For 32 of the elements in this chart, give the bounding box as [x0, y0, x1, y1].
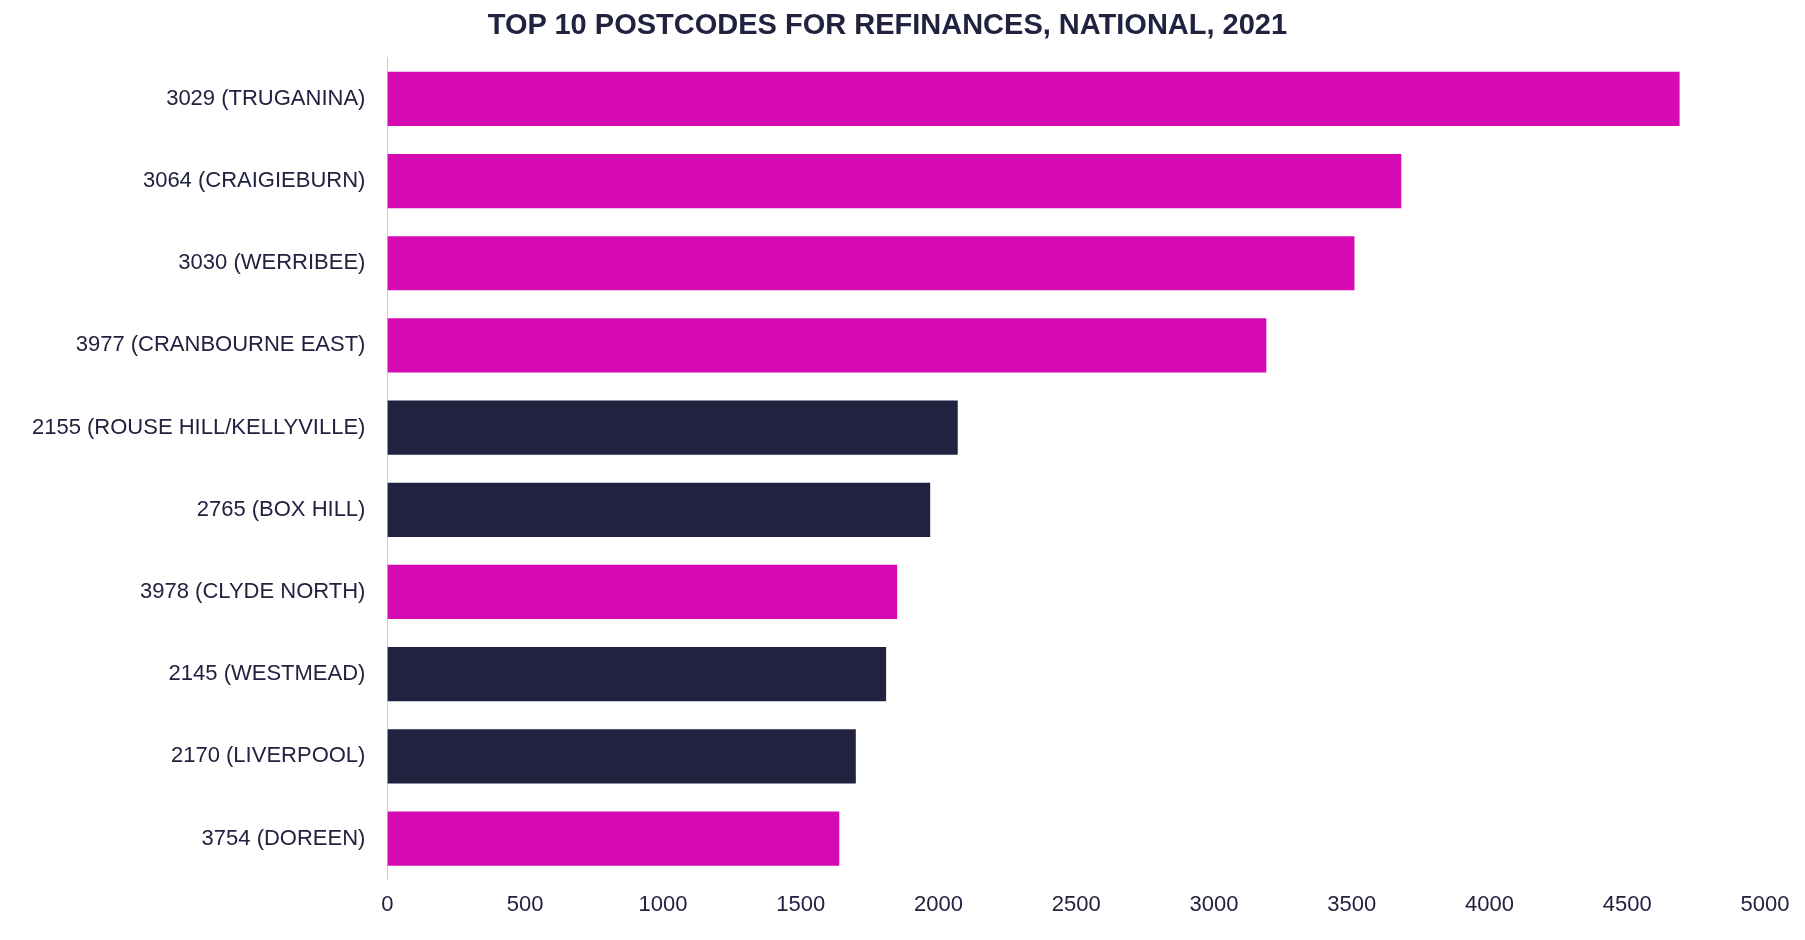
x-tick-label: 5000 [1740, 890, 1790, 916]
x-tick-label: 0 [381, 890, 394, 916]
y-tick-label: 3030 (WERRIBEE) [178, 249, 366, 275]
y-tick-label: 3064 (CRAIGIEBURN) [142, 167, 366, 193]
bar [387, 811, 840, 866]
y-tick-label: 3754 (DOREEN) [201, 824, 366, 850]
bar [387, 729, 856, 784]
y-tick-label: 2170 (LIVERPOOL) [170, 742, 366, 768]
x-tick-label: 500 [506, 890, 544, 916]
y-tick-label: 2145 (WESTMEAD) [168, 660, 366, 686]
bar [387, 153, 1402, 209]
y-tick-label: 3029 (TRUGANINA) [166, 84, 366, 110]
x-tick-label: 2000 [913, 890, 963, 916]
chart-title: TOP 10 POSTCODES FOR REFINANCES, NATIONAL, 2021 [487, 8, 1288, 41]
bar [387, 564, 898, 620]
bar [387, 236, 1355, 291]
bar [387, 400, 958, 455]
y-tick-label: 2155 (ROUSE HILL/KELLYVILLE) [31, 413, 366, 439]
y-tick-label: 2765 (BOX HILL) [196, 495, 366, 521]
bar [387, 647, 887, 702]
x-tick-label: 1500 [776, 890, 826, 916]
y-tick-label: 3978 (CLYDE NORTH) [140, 578, 366, 604]
bar [387, 71, 1680, 127]
y-tick-label: 3977 (CRANBOURNE EAST) [75, 331, 366, 357]
bar [387, 318, 1267, 373]
x-tick-label: 2500 [1051, 890, 1101, 916]
x-tick-label: 3500 [1327, 890, 1377, 916]
x-tick-label: 3000 [1189, 890, 1239, 916]
x-tick-label: 4500 [1602, 890, 1652, 916]
x-tick-label: 1000 [638, 890, 688, 916]
bar [387, 482, 931, 537]
x-tick-label: 4000 [1465, 890, 1514, 916]
